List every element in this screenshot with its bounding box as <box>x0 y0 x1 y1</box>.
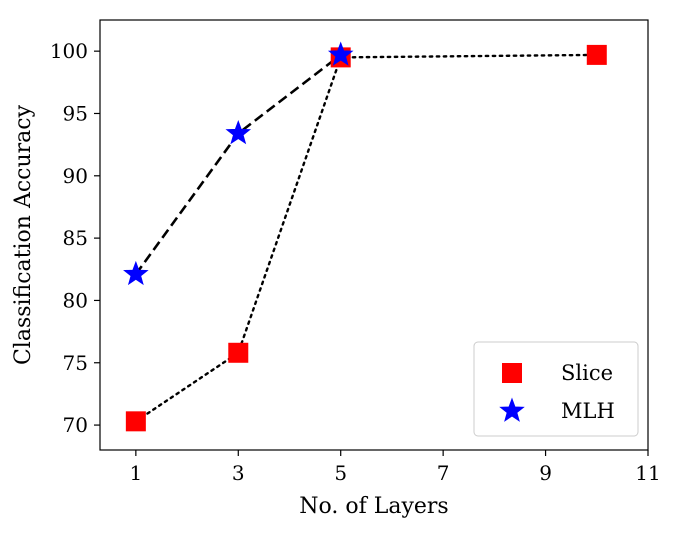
y-tick-label: 95 <box>63 101 88 125</box>
series-markers <box>123 41 607 432</box>
y-tick-label: 70 <box>63 413 88 437</box>
mlh-line <box>134 53 342 276</box>
legend: Slice MLH <box>473 341 639 437</box>
mlh-point <box>225 119 252 145</box>
legend-mlh-label: MLH <box>561 399 615 423</box>
y-tick-label: 80 <box>63 288 88 312</box>
legend-mlh-marker <box>499 397 525 422</box>
x-tick-label: 1 <box>129 461 142 485</box>
slice-point <box>228 342 249 363</box>
x-axis-label: No. of Layers <box>299 494 448 519</box>
slice-point <box>125 411 146 432</box>
slice-point <box>586 44 607 65</box>
mlh-point <box>327 41 354 66</box>
y-tick-label: 85 <box>63 226 88 250</box>
mlh-point <box>123 260 149 286</box>
y-tick-label: 90 <box>63 164 88 188</box>
x-tick-label: 3 <box>232 461 245 485</box>
x-tick-label: 9 <box>539 461 552 485</box>
y-tick-label: 75 <box>63 351 88 375</box>
legend-slice-label: Slice <box>561 361 613 385</box>
legend-slice-marker <box>502 363 522 383</box>
x-tick-label: 7 <box>437 461 450 485</box>
y-axis-ticks: 70 75 80 85 90 95 100 <box>50 39 100 437</box>
x-axis-ticks: 1 3 5 7 9 11 <box>129 450 661 485</box>
y-axis-label: Classification Accuracy <box>11 104 36 365</box>
x-tick-label: 5 <box>334 461 347 485</box>
x-tick-label: 11 <box>635 461 660 485</box>
plot-area-frame <box>99 19 649 451</box>
slice-line <box>134 53 598 423</box>
y-tick-label: 100 <box>50 39 88 63</box>
